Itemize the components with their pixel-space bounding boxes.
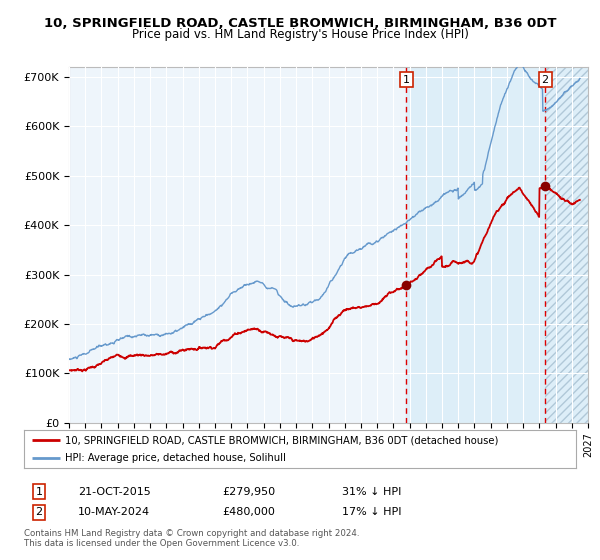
Bar [406,67,545,423]
Text: £480,000: £480,000 [222,507,275,517]
Text: 10, SPRINGFIELD ROAD, CASTLE BROMWICH, BIRMINGHAM, B36 0DT (detached house): 10, SPRINGFIELD ROAD, CASTLE BROMWICH, B… [65,435,499,445]
Bar [545,67,588,423]
Text: 21-OCT-2015: 21-OCT-2015 [78,487,151,497]
Text: 10, SPRINGFIELD ROAD, CASTLE BROMWICH, BIRMINGHAM, B36 0DT: 10, SPRINGFIELD ROAD, CASTLE BROMWICH, B… [44,17,556,30]
Text: 2: 2 [35,507,43,517]
Text: Contains HM Land Registry data © Crown copyright and database right 2024.
This d: Contains HM Land Registry data © Crown c… [24,529,359,548]
Text: 31% ↓ HPI: 31% ↓ HPI [342,487,401,497]
Text: 17% ↓ HPI: 17% ↓ HPI [342,507,401,517]
Bar [545,67,588,423]
Text: HPI: Average price, detached house, Solihull: HPI: Average price, detached house, Soli… [65,453,286,463]
Text: Price paid vs. HM Land Registry's House Price Index (HPI): Price paid vs. HM Land Registry's House … [131,28,469,41]
Text: 2: 2 [542,74,549,85]
Text: 1: 1 [35,487,43,497]
Text: 1: 1 [403,74,410,85]
Text: 10-MAY-2024: 10-MAY-2024 [78,507,150,517]
Text: £279,950: £279,950 [222,487,275,497]
